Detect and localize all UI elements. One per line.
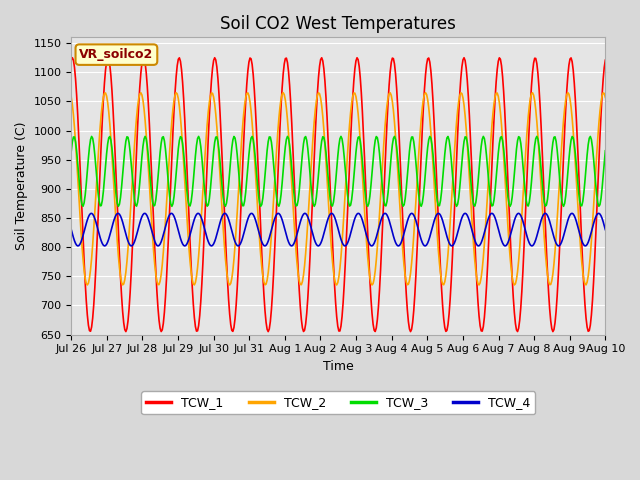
TCW_1 [68, 55, 76, 60]
Line: TCW_3: TCW_3 [71, 136, 605, 206]
TCW_3 [506, 204, 514, 209]
TCW_2 [358, 154, 365, 160]
Y-axis label: Soil Temperature (C): Soil Temperature (C) [15, 121, 28, 250]
TCW_2 [602, 95, 609, 100]
TCW_3 [602, 148, 609, 154]
TCW_2 [508, 265, 515, 271]
TCW_4 [508, 229, 515, 235]
Title: Soil CO2 West Temperatures: Soil CO2 West Temperatures [220, 15, 456, 33]
TCW_3 [67, 148, 75, 154]
TCW_2 [387, 90, 394, 96]
Line: TCW_1: TCW_1 [71, 58, 605, 332]
TCW_1 [322, 95, 330, 100]
TCW_4 [387, 221, 394, 227]
TCW_3 [358, 146, 365, 152]
TCW_4 [602, 227, 609, 232]
TCW_1 [325, 161, 333, 167]
TCW_3 [337, 133, 345, 139]
Text: VR_soilco2: VR_soilco2 [79, 48, 154, 61]
TCW_1 [591, 258, 598, 264]
TCW_4 [207, 243, 215, 249]
TCW_4 [358, 214, 365, 220]
TCW_4 [67, 227, 75, 232]
Line: TCW_2: TCW_2 [71, 93, 605, 285]
TCW_4 [325, 213, 333, 219]
TCW_1 [602, 57, 609, 63]
TCW_3 [508, 201, 515, 207]
Legend: TCW_1, TCW_2, TCW_3, TCW_4: TCW_1, TCW_2, TCW_3, TCW_4 [141, 391, 535, 414]
TCW_3 [387, 165, 394, 171]
TCW_1 [406, 329, 414, 335]
TCW_4 [461, 210, 469, 216]
TCW_1 [358, 90, 365, 96]
TCW_4 [591, 217, 598, 223]
TCW_2 [325, 213, 333, 218]
TCW_4 [322, 223, 330, 228]
Line: TCW_4: TCW_4 [71, 213, 605, 246]
TCW_2 [83, 282, 91, 288]
TCW_2 [67, 95, 75, 100]
TCW_3 [324, 175, 332, 180]
TCW_1 [508, 254, 515, 260]
TCW_2 [591, 186, 598, 192]
TCW_1 [387, 69, 394, 74]
TCW_2 [422, 90, 429, 96]
TCW_3 [591, 168, 598, 174]
TCW_2 [322, 159, 330, 165]
TCW_3 [321, 140, 329, 146]
X-axis label: Time: Time [323, 360, 354, 373]
TCW_1 [67, 57, 75, 63]
